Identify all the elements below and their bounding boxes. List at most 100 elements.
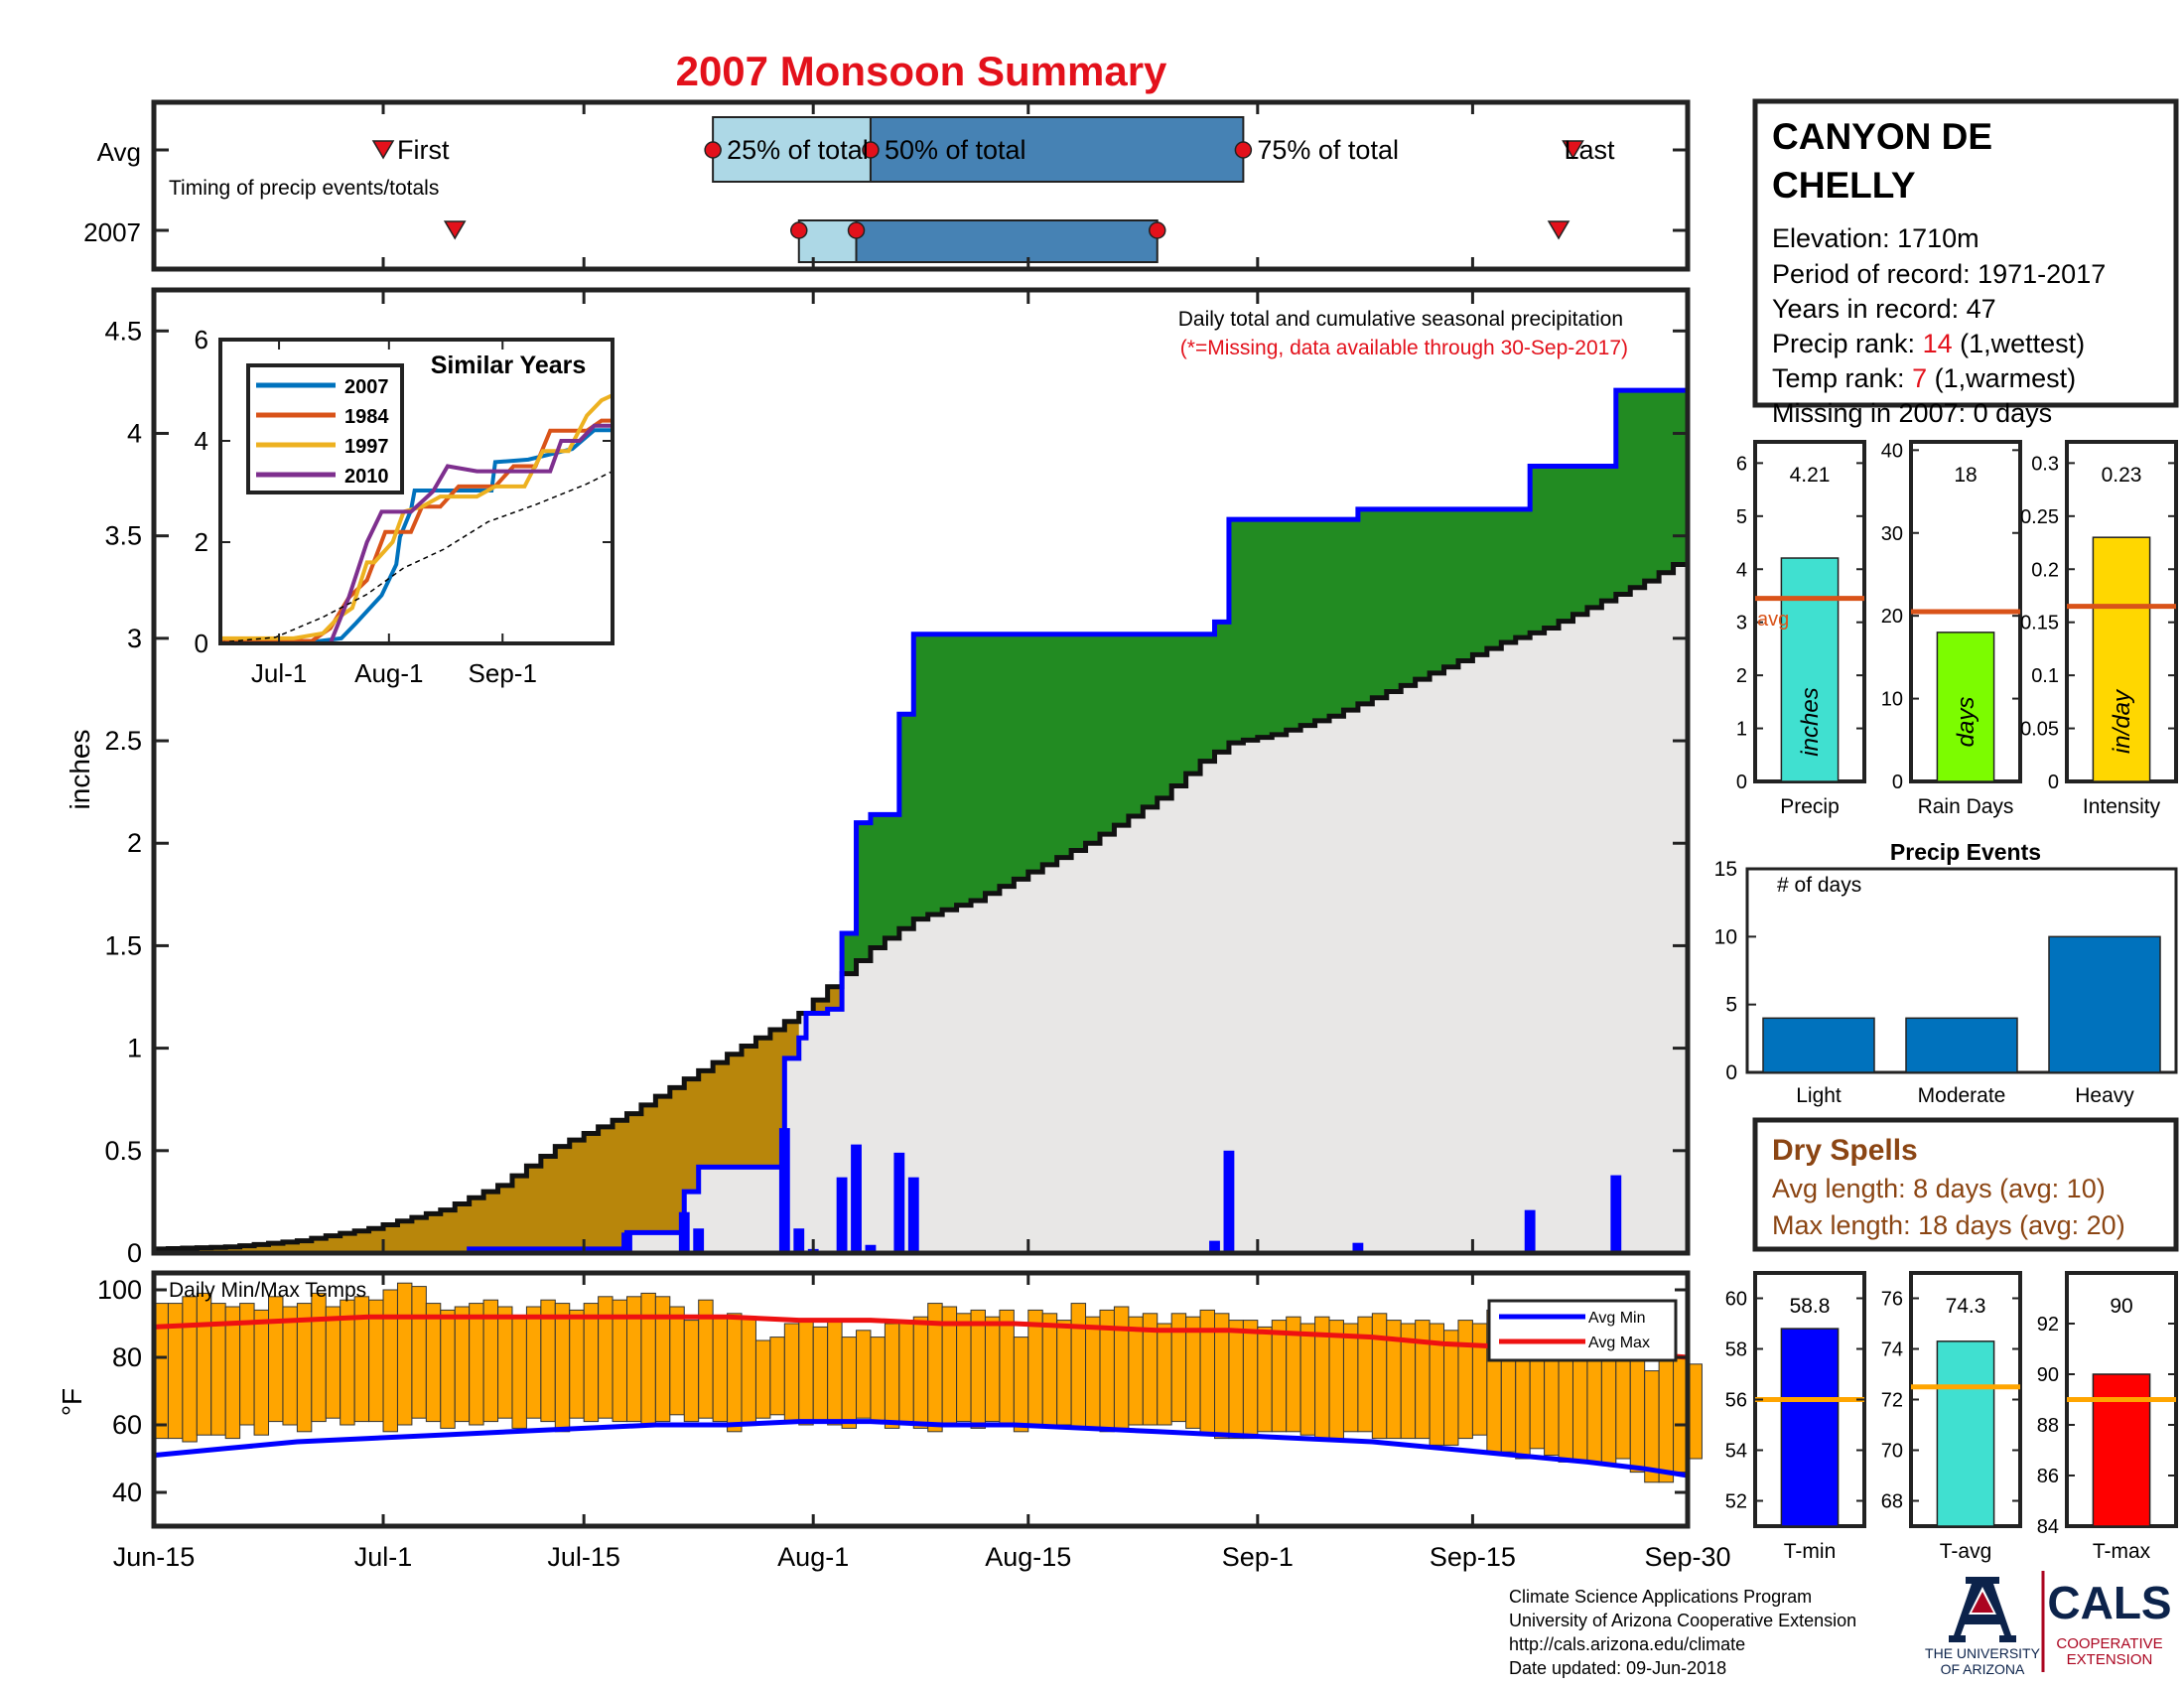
daily-precip-bar [907,1177,919,1253]
daily-temp-range-bar [396,1282,413,1426]
inset-x-tick-label: Jul-1 [251,658,307,688]
mini-y-tick-label: 0 [2048,772,2059,793]
daily-temp-range-bar [1415,1320,1431,1440]
station-precip-rank: Precip rank: 14 (1,wettest) [1772,329,2085,358]
dry-spells-max-length: Max length: 18 days (avg: 20) [1772,1210,2125,1240]
daily-precip-bar [778,1128,790,1253]
daily-temp-range-bar [583,1303,600,1423]
daily-temp-range-bar [311,1292,327,1423]
precip-y-tick-label: 4 [127,418,142,448]
events-y-tick-label: 5 [1725,994,1737,1017]
seasonal-totals-charts: 4.21 0 1 2 3 4 5 6 Precip inches 18 0 10 20 30 40 Rain D… [1736,440,2178,818]
seasonal-temps-value: 58.8 [1790,1295,1831,1318]
daily-temp-range-bar [1257,1326,1273,1433]
mini-y-tick-label: 84 [2037,1516,2059,1538]
temp-y-tick-label: 80 [112,1342,142,1372]
precip-ylabel: inches [65,730,95,810]
daily-temp-range-bar [1013,1336,1029,1433]
dry-spells-frame [1752,1117,2179,1252]
station-info-box: CANYON DE CHELLY Elevation: 1710m Period… [1752,98,2179,408]
temp-legend-label-min: Avg Min [1588,1310,1646,1327]
station-elevation: Elevation: 1710m [1772,223,1979,253]
daily-temp-range-bar [970,1309,986,1429]
mini-y-tick-label: 72 [1881,1390,1903,1412]
ua-block-a-icon [1949,1577,2016,1642]
daily-temp-range-bar [683,1320,700,1423]
timing-first-label: First [397,135,450,165]
similar-years-inset: 0 2 4 6 Jul-1 Aug-1 Sep-1 Similar Years 2007 19… [195,325,614,688]
mini-y-tick-label: 68 [1881,1491,1903,1513]
timing-p50-label: 50% of total [885,135,1026,165]
daily-temp-range-bar [1558,1356,1573,1463]
temp-panel-title: Daily Min/Max Temps [169,1279,366,1302]
inset-y-tick-label: 4 [195,426,208,456]
timing-p75-label: 75% of total [1257,135,1399,165]
seasonal-temps-bar [2092,1373,2151,1527]
daily-temp-range-bar [1644,1370,1660,1483]
footer-line1: Climate Science Applications Program [1509,1587,1812,1607]
seasonal-precip-totals-category: Precip [1780,795,1840,818]
daily-temp-range-bar [741,1316,756,1426]
footer-credits: Climate Science Applications Program Uni… [1509,1587,1856,1678]
precip-events-title: Precip Events [1890,839,2041,865]
daily-temp-range-bar [554,1303,571,1433]
precip-y-tick-label: 3.5 [104,521,142,551]
temp-y-tick-label: 100 [97,1275,142,1305]
daily-temp-range-bar [224,1306,241,1440]
ua-text-line1: THE UNIVERSITY [1925,1645,2041,1661]
daily-temp-range-bar [196,1292,212,1436]
x-tick-label: Aug-15 [985,1542,1071,1572]
mini-y-tick-label: 0.25 [2020,506,2059,528]
mini-y-tick-label: 0.15 [2020,613,2059,634]
precip-y-tick-label: 0 [127,1238,142,1268]
mini-y-tick-label: 74 [1881,1339,1903,1361]
dry-spells-box: Dry Spells Avg length: 8 days (avg: 10) … [1752,1117,2179,1252]
daily-temp-range-bar [783,1323,800,1423]
daily-precip-bar [865,1244,877,1253]
precip-y-tick-label: 1.5 [104,930,142,960]
timing-2007-last-marker [1547,220,1570,240]
timing-avg-last-marker [1562,140,1584,160]
mini-y-tick-label: 4 [1736,559,1747,581]
cumulative-common-area [154,564,1688,1253]
seasonal-precip-totals-bar [1780,557,1840,782]
seasonal-temps-bar [1936,1340,1995,1527]
events-y-tick-label: 10 [1714,925,1737,948]
inset-frame [218,338,614,645]
x-tick-label: Sep-30 [1644,1542,1730,1572]
inset-legend-label: 1984 [344,406,389,428]
station-name-line2: CHELLY [1772,165,1916,206]
mini-y-tick-label: 0 [1892,772,1903,793]
daily-temp-range-bar [754,1339,771,1419]
mini-y-tick-label: 20 [1881,606,1903,628]
timing-avg-50-75-box [869,116,1245,183]
timing-row-label-avg: Avg [97,137,141,167]
daily-temp-range-bar [1371,1313,1388,1440]
daily-precip-bar [1223,1150,1235,1253]
similar-years-line-2010 [220,423,613,645]
unit-label: days [1953,697,1979,748]
daily-temp-range-bar [182,1296,198,1443]
x-tick-label: Jun-15 [113,1542,196,1572]
station-temp-rank: Temp rank: 7 (1,warmest) [1772,363,2076,393]
mini-y-tick-label: 0.05 [2020,719,2059,741]
daily-temp-range-bar [798,1320,814,1426]
inset-y-tick-label: 6 [195,325,208,354]
below-average-area [154,986,843,1253]
daily-temp-range-bar [640,1292,656,1426]
cals-sub-line1: COOPERATIVE [2056,1635,2162,1652]
station-years: Years in record: 47 [1772,294,1996,324]
daily-temp-range-bar [1242,1320,1259,1440]
mini-y-tick-label: 0.3 [2031,453,2059,475]
daily-temp-range-bar [856,1330,872,1419]
precip-events-ylabel: # of days [1777,874,1861,897]
daily-temp-range-bar [425,1303,442,1423]
daily-temp-range-bar [1041,1313,1058,1426]
seasonal-temps-category: T-max [2093,1540,2151,1563]
footer-line2: University of Arizona Cooperative Extens… [1509,1611,1856,1630]
station-box-frame [1752,98,2179,408]
daily-temp-range-bar [1328,1320,1344,1443]
mini-y-tick-label: 40 [1881,440,1903,462]
daily-temp-range-bar [382,1289,398,1433]
daily-precip-bar [678,1211,690,1253]
